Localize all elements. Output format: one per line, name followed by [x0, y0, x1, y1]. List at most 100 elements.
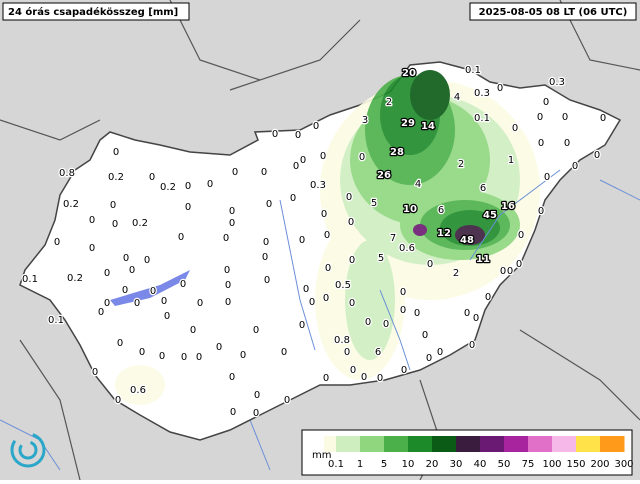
station-value: 0	[104, 268, 110, 279]
station-value: 0	[161, 296, 167, 307]
station-value: 28	[390, 147, 404, 158]
timestamp-box	[469, 2, 637, 21]
legend-tick: 5	[381, 459, 387, 470]
station-value: 0	[349, 298, 355, 309]
station-value: 0	[512, 123, 518, 134]
timestamp: 2025-08-05 08 LT (06 UTC)	[479, 7, 628, 18]
station-value: 0.3	[310, 180, 326, 191]
station-value: 0	[207, 179, 213, 190]
station-value: 0	[295, 130, 301, 141]
station-value: 0	[300, 155, 306, 166]
station-value: 0	[323, 293, 329, 304]
station-value: 0.8	[334, 335, 350, 346]
station-value: 0	[325, 263, 331, 274]
station-value: 0	[600, 113, 606, 124]
station-value: 0	[400, 287, 406, 298]
station-value: 0.6	[399, 243, 415, 254]
station-value: 0.2	[132, 218, 148, 229]
station-value: 0	[344, 347, 350, 358]
station-value: 0	[469, 340, 475, 351]
legend-tick: 50	[498, 459, 511, 470]
station-value: 0	[266, 199, 272, 210]
station-value: 7	[390, 233, 396, 244]
station-value: 0	[321, 209, 327, 220]
station-value: 2	[458, 159, 464, 170]
legend-tick: 150	[566, 459, 585, 470]
station-value: 0	[89, 215, 95, 226]
legend-tick: 300	[614, 459, 633, 470]
station-value: 0	[229, 218, 235, 229]
legend-cell	[432, 436, 457, 452]
station-value: 45	[483, 210, 497, 221]
legend-cell	[504, 436, 529, 452]
stations: 0.8 0.2 0.2 0.2 0.2 0.2 0.1 0.1 0.6 0.3 0.5 0.8 6 0.6…	[21, 64, 608, 421]
station-value: 2	[453, 268, 459, 279]
station-value: 0	[414, 308, 420, 319]
station-value: 0	[309, 297, 315, 308]
station-value: 0	[401, 365, 407, 376]
station-value: 0	[89, 243, 95, 254]
station-value: 3	[362, 115, 368, 126]
legend-cell	[324, 436, 336, 452]
station-value: 0.1	[22, 274, 38, 285]
station-value: 0	[516, 259, 522, 270]
station-value: 0	[562, 112, 568, 123]
station-value: 0	[139, 347, 145, 358]
station-value: 0	[538, 138, 544, 149]
station-value: 0.6	[130, 385, 146, 396]
station-value: 0	[104, 298, 110, 309]
station-value: 0	[178, 232, 184, 243]
station-value: 0	[112, 219, 118, 230]
legend-cell	[456, 436, 481, 452]
station-value: 0	[263, 237, 269, 248]
station-value: 0	[564, 138, 570, 149]
station-value: 0	[361, 372, 367, 383]
legend-tick: 40	[474, 459, 487, 470]
station-value: 0	[426, 353, 432, 364]
lake-balaton	[110, 270, 190, 306]
station-value: 0	[98, 307, 104, 318]
station-value: 0	[224, 265, 230, 276]
station-value: 0	[232, 167, 238, 178]
station-value: 0	[229, 206, 235, 217]
station-value: 0	[290, 193, 296, 204]
station-value: 0	[518, 230, 524, 241]
legend-tick: 1	[357, 459, 363, 470]
station-value: 0	[500, 266, 506, 277]
station-value: 0.2	[160, 182, 176, 193]
station-value: 0	[507, 266, 513, 277]
logo	[10, 432, 46, 468]
legend-cell	[480, 436, 505, 452]
station-value: 29	[401, 118, 415, 129]
station-value: 0	[359, 152, 365, 163]
station-value: 0.2	[67, 273, 83, 284]
station-value: 10	[403, 204, 417, 215]
legend-tick: 75	[522, 459, 535, 470]
station-value: 20	[402, 68, 416, 79]
rivers	[279, 169, 561, 371]
station-value: 0	[150, 286, 156, 297]
station-value: 0	[383, 319, 389, 330]
legend-cell	[336, 436, 361, 452]
station-value: 0	[115, 395, 121, 406]
station-value: 0	[281, 347, 287, 358]
station-value: 0	[196, 352, 202, 363]
legend-cell	[600, 436, 625, 452]
station-value: 0	[349, 255, 355, 266]
station-value: 0.3	[474, 88, 490, 99]
station-value: 0	[216, 342, 222, 353]
legend-cell	[384, 436, 409, 452]
station-value: 0	[113, 147, 119, 158]
station-value: 1	[508, 155, 514, 166]
station-value: 0	[313, 121, 319, 132]
station-value: 0	[377, 373, 383, 384]
station-value: 0.1	[474, 113, 490, 124]
station-value: 0	[180, 279, 186, 290]
station-value: 0	[149, 172, 155, 183]
station-value: 0	[485, 292, 491, 303]
station-value: 0	[254, 390, 260, 401]
station-value: 0	[464, 308, 470, 319]
station-value: 0	[92, 367, 98, 378]
station-value: 0	[261, 167, 267, 178]
